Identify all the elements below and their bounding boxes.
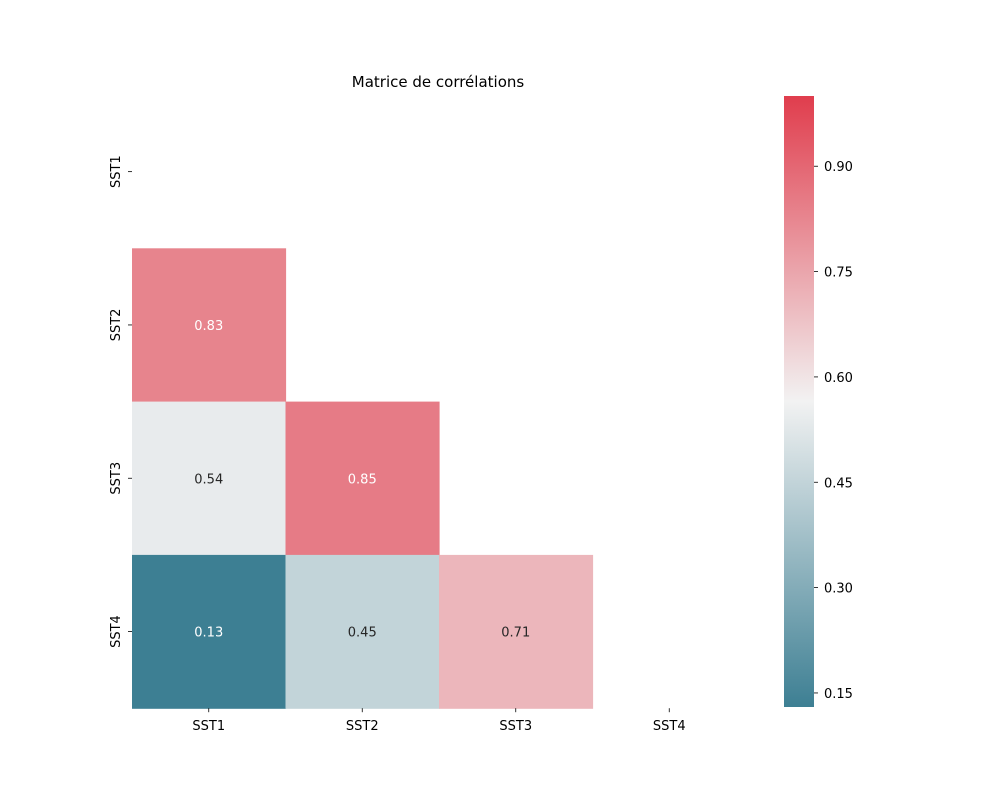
cell-value-label: 0.45 [348,626,377,641]
colorbar-tick-label: 0.60 [824,371,853,386]
colorbar-tick-label: 0.90 [824,160,853,175]
x-tick-label: SST2 [346,719,379,734]
heatmap-cell-sst4-sst3 [439,554,594,709]
cell-value-label: 0.71 [501,626,530,641]
y-tick-label: SST1 [109,155,124,188]
y-axis: SST1 SST2 SST3 SST4 [109,155,132,648]
colorbar-tick-label: 0.15 [824,687,853,702]
cell-value-label: 0.83 [194,319,223,334]
heatmap-cell-sst4-sst2 [285,554,440,709]
x-tick-label: SST1 [192,719,225,734]
x-axis: SST1 SST2 SST3 SST4 [192,708,686,734]
colorbar: 0.15 0.30 0.45 0.60 0.75 0.90 [784,96,853,707]
chart-title: Matrice de corrélations [352,73,525,91]
y-tick-label: SST2 [109,309,124,342]
heatmap-cell-sst2-sst1 [132,248,287,403]
heatmap-cell-sst4-sst1 [132,554,287,709]
colorbar-gradient [784,96,814,707]
colorbar-tick-label: 0.45 [824,476,853,491]
cell-value-label: 0.13 [194,626,223,641]
cell-value-label: 0.54 [194,472,223,487]
colorbar-tick-label: 0.75 [824,266,853,281]
x-tick-label: SST4 [653,719,686,734]
heatmap-cell-sst3-sst2 [285,401,440,556]
heatmap-cell-sst3-sst1 [132,401,287,556]
cell-value-label: 0.85 [348,472,377,487]
y-tick-label: SST3 [109,462,124,495]
heatmap-cells: 0.83 0.54 0.85 0.13 0.45 0.71 [132,248,594,709]
x-tick-label: SST3 [499,719,532,734]
colorbar-tick-label: 0.30 [824,582,853,597]
y-tick-label: SST4 [109,615,124,648]
